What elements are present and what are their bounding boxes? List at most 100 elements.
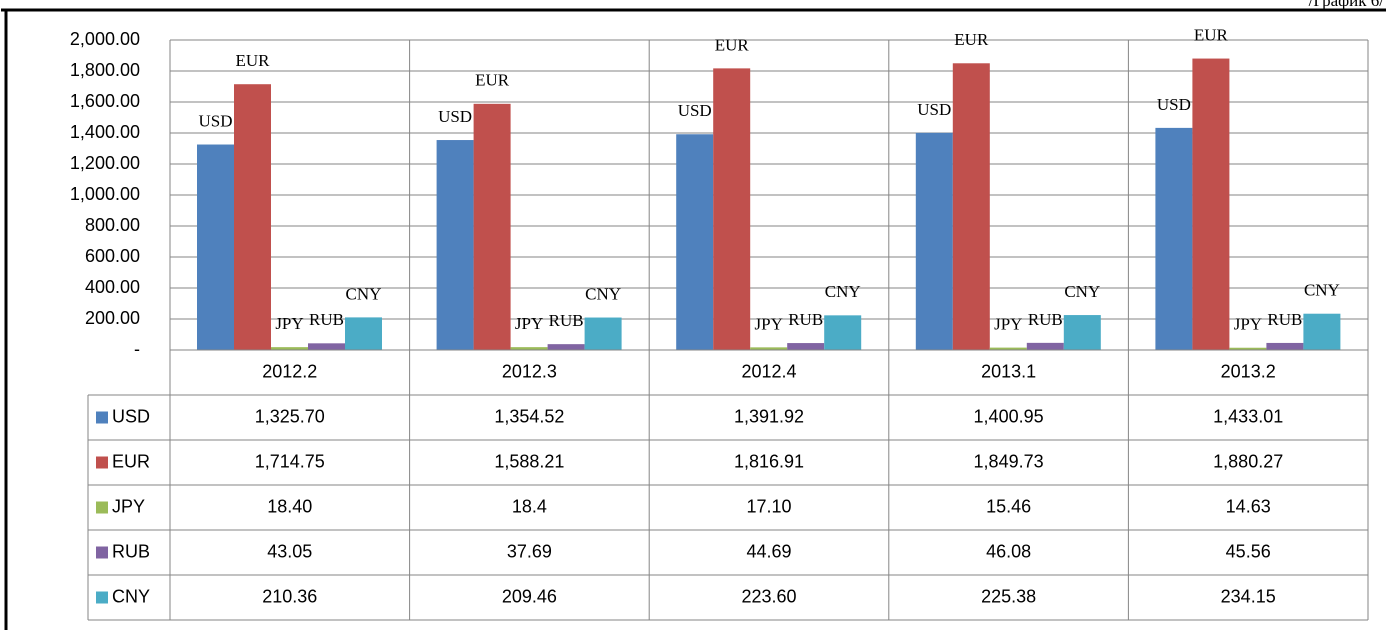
bar <box>1229 347 1267 350</box>
data-label: EUR <box>1194 25 1229 44</box>
data-label: EUR <box>475 71 510 90</box>
data-label: CNY <box>346 284 382 303</box>
table-cell: 18.40 <box>267 496 312 516</box>
table-cell: 44.69 <box>746 541 791 561</box>
table-cell: 234.15 <box>1221 586 1276 606</box>
table-cell: 15.46 <box>986 496 1031 516</box>
table-cell: 17.10 <box>746 496 791 516</box>
table-cell: 225.38 <box>981 586 1036 606</box>
data-label: RUB <box>788 310 823 329</box>
bar <box>1063 315 1101 350</box>
x-tick-label: 2012.4 <box>741 361 796 381</box>
table-cell: 1,325.70 <box>255 406 325 426</box>
data-label: JPY <box>275 314 303 333</box>
bar <box>271 347 308 350</box>
table-cell: 1,849.73 <box>974 451 1044 471</box>
table-cell: 1,391.92 <box>734 406 804 426</box>
data-label: EUR <box>954 30 989 49</box>
data-label: CNY <box>585 284 621 303</box>
y-tick-label: 1,800.00 <box>70 60 140 80</box>
bar <box>308 343 345 350</box>
y-tick-label: 600.00 <box>85 246 140 266</box>
table-cell: 223.60 <box>741 586 796 606</box>
bar <box>787 343 825 350</box>
table-cell: 43.05 <box>267 541 312 561</box>
data-label: USD <box>438 107 472 126</box>
bar <box>952 63 990 351</box>
data-label: CNY <box>825 282 861 301</box>
bar <box>1266 342 1304 350</box>
data-label: CNY <box>1064 282 1100 301</box>
y-tick-label: 1,400.00 <box>70 122 140 142</box>
bar <box>473 103 511 350</box>
table-cell: 1,433.01 <box>1213 406 1283 426</box>
bar <box>234 84 271 351</box>
y-tick-label: 1,200.00 <box>70 153 140 173</box>
bar <box>197 144 234 350</box>
bar <box>989 347 1027 350</box>
legend-swatch <box>96 501 108 514</box>
table-cell: 1,880.27 <box>1213 451 1283 471</box>
table-cell: 14.63 <box>1226 496 1271 516</box>
bar <box>510 347 548 350</box>
data-label: EUR <box>236 51 271 70</box>
y-tick-label: 1,600.00 <box>70 91 140 111</box>
y-tick-label: - <box>134 339 140 359</box>
bar <box>713 68 751 350</box>
table-cell: 37.69 <box>507 541 552 561</box>
data-label: JPY <box>755 314 783 333</box>
x-tick-label: 2012.2 <box>262 361 317 381</box>
legend-label: USD <box>112 406 150 426</box>
y-tick-label: 2,000.00 <box>70 29 140 49</box>
y-tick-label: 200.00 <box>85 308 140 328</box>
data-label: RUB <box>549 311 584 330</box>
bar <box>345 317 382 350</box>
data-label: USD <box>1157 95 1191 114</box>
table-cell: 210.36 <box>262 586 317 606</box>
bar <box>1192 58 1230 350</box>
bar <box>1303 313 1341 350</box>
bar <box>676 134 714 350</box>
bar <box>547 344 585 350</box>
table-cell: 1,354.52 <box>494 406 564 426</box>
legend-swatch <box>96 456 108 469</box>
legend-swatch <box>96 591 108 604</box>
table-cell: 1,816.91 <box>734 451 804 471</box>
table-cell: 45.56 <box>1226 541 1271 561</box>
bar <box>824 315 862 350</box>
x-tick-label: 2012.3 <box>502 361 557 381</box>
caption: /График 6/ <box>1309 0 1385 10</box>
legend-label: JPY <box>112 496 145 516</box>
legend-label: EUR <box>112 451 150 471</box>
data-label: JPY <box>515 314 543 333</box>
x-tick-label: 2013.2 <box>1221 361 1276 381</box>
data-label: EUR <box>715 35 750 54</box>
table-cell: 1,588.21 <box>494 451 564 471</box>
y-tick-label: 800.00 <box>85 215 140 235</box>
data-label: RUB <box>309 310 344 329</box>
x-tick-label: 2013.1 <box>981 361 1036 381</box>
legend-swatch <box>96 411 108 424</box>
data-label: JPY <box>994 315 1022 334</box>
table-cell: 1,714.75 <box>255 451 325 471</box>
data-label: JPY <box>1234 315 1262 334</box>
bar <box>915 132 953 350</box>
data-label: RUB <box>1267 310 1302 329</box>
data-label: USD <box>917 100 951 119</box>
legend-swatch <box>96 546 108 559</box>
table-cell: 46.08 <box>986 541 1031 561</box>
bar <box>584 317 622 350</box>
table-cell: 209.46 <box>502 586 557 606</box>
data-label: RUB <box>1028 310 1063 329</box>
bar <box>436 140 474 350</box>
y-tick-label: 1,000.00 <box>70 184 140 204</box>
legend-label: CNY <box>112 586 150 606</box>
table-cell: 18.4 <box>512 496 547 516</box>
bar <box>1026 342 1064 350</box>
y-tick-label: 400.00 <box>85 277 140 297</box>
data-label: USD <box>678 101 712 120</box>
data-label: USD <box>198 111 232 130</box>
bar <box>1155 127 1193 350</box>
table-cell: 1,400.95 <box>974 406 1044 426</box>
